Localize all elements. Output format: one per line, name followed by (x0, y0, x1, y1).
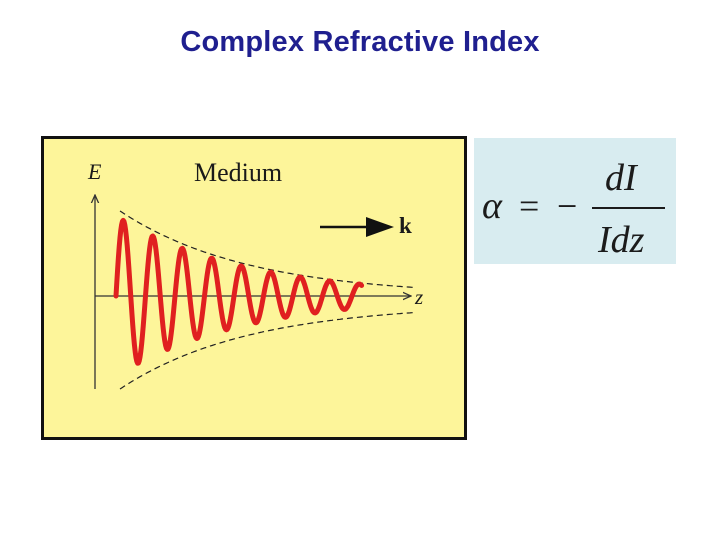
attenuated-wave-figure: E z Medium k (41, 136, 467, 440)
attenuated-wave-diagram: E z Medium k (87, 158, 423, 390)
medium-label: Medium (194, 158, 282, 187)
formula-numerator: dI (605, 157, 639, 199)
propagation-axis-label: z (414, 285, 423, 309)
formula-minus: − (557, 186, 577, 226)
wavevector-arrow-head (366, 217, 394, 237)
slide-title: Complex Refractive Index (180, 26, 540, 58)
formula-alpha: α (482, 185, 503, 227)
damped-wave (113, 217, 365, 366)
formula-graphic: α = − dI Idz (482, 157, 665, 261)
formula-denominator: Idz (597, 219, 645, 261)
wavevector-label: k (399, 213, 412, 238)
absorption-coefficient-formula: α = − dI Idz (474, 138, 676, 264)
field-axis-label: E (87, 159, 102, 184)
formula-equals: = (519, 186, 539, 226)
